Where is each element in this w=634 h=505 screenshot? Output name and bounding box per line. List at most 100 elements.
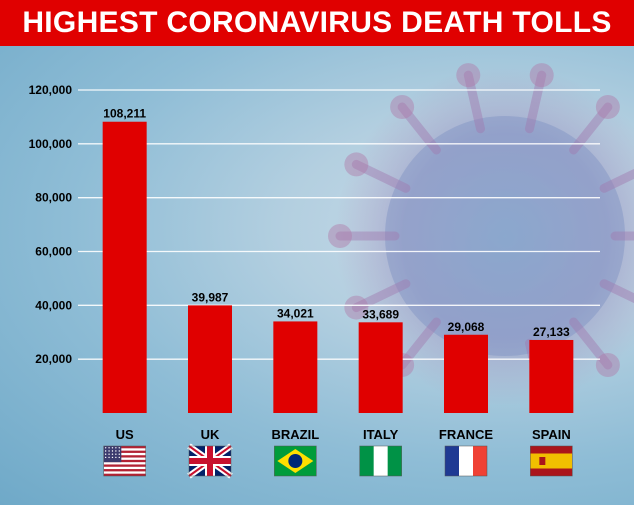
flag-star	[111, 453, 114, 455]
virus-body	[385, 116, 625, 356]
flag-star	[111, 456, 114, 459]
flag-border	[530, 445, 573, 477]
flag-stripe	[103, 459, 146, 463]
virus-spike	[599, 279, 634, 304]
flag-band	[359, 446, 374, 476]
data-label: 27,133	[533, 325, 570, 339]
data-label: 34,021	[277, 306, 314, 320]
flag-star	[115, 447, 117, 449]
flag-star	[104, 450, 107, 452]
virus-spike-tip	[344, 295, 369, 320]
category-label: BRAZIL	[271, 427, 319, 442]
category-label: FRANCE	[439, 427, 493, 442]
virus-spike	[569, 317, 613, 370]
y-tick-label: 20,000	[35, 352, 72, 366]
france-flag-icon	[444, 445, 488, 477]
data-label: 33,689	[362, 307, 399, 321]
data-label: 108,211	[103, 107, 146, 121]
virus-spike	[397, 102, 441, 155]
flag-star	[111, 450, 114, 452]
virus-spike-tip	[595, 94, 620, 119]
flag-star	[115, 450, 117, 452]
flag-star	[104, 447, 107, 449]
virus-spike	[599, 168, 634, 193]
virus-halo	[335, 66, 634, 406]
flag-band	[445, 446, 459, 476]
virus-spike-tip	[529, 63, 554, 88]
virus-spike-tip	[344, 152, 369, 177]
bar	[444, 334, 488, 413]
flag-star	[108, 447, 110, 449]
y-tick-label: 100,000	[29, 137, 73, 151]
flag-stripe	[103, 469, 146, 472]
flag-stripe	[103, 473, 146, 476]
flag-border	[359, 445, 402, 477]
data-label: 29,068	[448, 320, 485, 334]
y-tick-label: 80,000	[35, 191, 72, 205]
flag-stripe	[103, 450, 146, 453]
bar-chart: 20,000 40,000 60,000 80,000 100,000 120,000 1…	[29, 63, 634, 479]
virus-spike	[524, 70, 547, 134]
y-tick-label: 120,000	[29, 83, 73, 97]
flag-star	[118, 453, 120, 455]
uk-flag-icon	[187, 443, 233, 479]
bar	[102, 121, 147, 413]
virus-spike	[463, 70, 486, 134]
category-label: UK	[201, 427, 220, 442]
bar	[358, 322, 403, 413]
bars	[102, 121, 574, 413]
flag-emblem	[539, 457, 546, 465]
data-labels: 108,211 39,987 34,021 33,689 29,068 27,133	[103, 107, 570, 339]
us-flag-icon	[103, 445, 146, 477]
virus-spike	[351, 159, 411, 193]
flag-band	[387, 446, 402, 476]
italy-flag-icon	[359, 445, 402, 477]
flag-star	[111, 447, 114, 449]
bar	[273, 321, 318, 413]
y-tick-label: 40,000	[35, 298, 72, 312]
flag-border	[444, 445, 488, 477]
virus-spike-tip	[328, 224, 352, 248]
spain-flag-icon	[530, 445, 573, 477]
category-label: ITALY	[363, 427, 399, 442]
brazil-flag-icon	[274, 445, 317, 477]
flag-star	[118, 447, 120, 449]
virus-spike-tip	[456, 63, 481, 88]
y-tick-label: 60,000	[35, 245, 72, 259]
flag-cross-red	[189, 458, 231, 464]
flag-star	[108, 453, 110, 455]
flag-star	[108, 450, 110, 452]
flag-star	[118, 456, 120, 459]
category-labels: US UK BRAZIL ITALY FRANCE SPAIN	[116, 427, 571, 442]
flag-star	[108, 456, 110, 459]
flag-border	[188, 445, 232, 477]
flag-star	[118, 450, 120, 452]
virus-spike	[351, 279, 411, 313]
gridlines	[78, 89, 600, 360]
flag-stripe	[103, 455, 146, 458]
flag-band	[473, 446, 487, 476]
virus-spike-tip	[390, 94, 415, 119]
data-label: 39,987	[192, 290, 229, 304]
virus-spike-tip	[595, 353, 620, 378]
flag-border	[274, 445, 317, 477]
category-label: US	[116, 427, 134, 442]
flag-globe	[288, 454, 303, 468]
virus-spike	[569, 102, 613, 155]
flag-star	[104, 453, 107, 455]
category-label: SPAIN	[532, 427, 571, 442]
bar	[188, 305, 232, 413]
flag-band	[530, 453, 573, 469]
flags	[103, 443, 573, 479]
flag-star	[115, 456, 117, 459]
flag-star	[115, 453, 117, 455]
flag-star	[104, 456, 107, 459]
flag-border	[103, 445, 146, 477]
flag-stripe	[103, 464, 146, 467]
flag-stripe	[103, 446, 146, 449]
y-axis-ticks: 20,000 40,000 60,000 80,000 100,000 120,000	[29, 83, 73, 366]
virus-spike	[397, 317, 441, 370]
chart-title: HIGHEST CORONAVIRUS DEATH TOLLS	[0, 0, 634, 46]
bar	[529, 339, 574, 413]
